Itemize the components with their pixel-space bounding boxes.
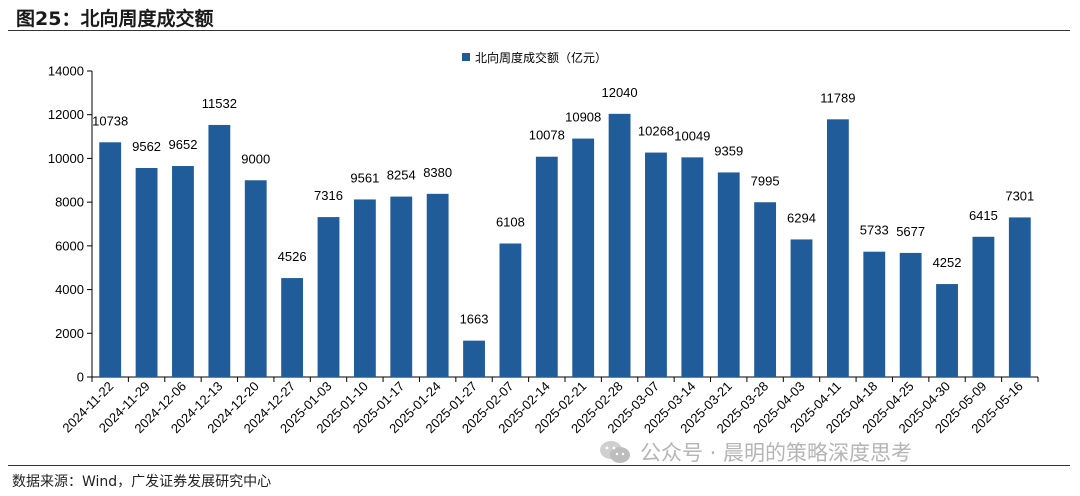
bar: [463, 340, 485, 377]
data-label: 11532: [202, 96, 237, 111]
top-rule: [8, 30, 1070, 31]
data-label: 8380: [423, 165, 452, 180]
y-axis: 0 2000 4000 6000 8000 10000 12000 14000: [48, 64, 93, 385]
data-label: 10738: [92, 113, 128, 128]
bar: [135, 168, 158, 377]
bar: [717, 172, 740, 377]
bar: [317, 217, 340, 377]
bottom-rule: [8, 465, 1070, 466]
data-label: 6415: [969, 208, 998, 223]
data-label: 11789: [820, 90, 855, 105]
bar: [972, 236, 995, 377]
data-label: 4252: [933, 255, 962, 270]
bar: [645, 152, 667, 377]
bar: [535, 156, 558, 377]
y-tick-label: 8000: [55, 195, 84, 210]
data-label: 7301: [1005, 188, 1034, 203]
legend-label: 北向周度成交额（亿元）: [475, 50, 607, 65]
bars: [99, 113, 1031, 378]
bar: [426, 193, 449, 377]
y-tick-label: 2000: [55, 326, 84, 341]
bar: [863, 251, 886, 377]
data-labels: 10738 9562 9652 11532 9000 4526 7316 9561 8254 83…: [92, 85, 1034, 327]
data-label: 9561: [350, 170, 379, 185]
y-tick-label: 6000: [55, 238, 84, 253]
y-tick-label: 12000: [48, 107, 84, 122]
bar: [499, 243, 522, 377]
data-label: 6108: [496, 214, 525, 229]
data-label: 10078: [529, 128, 565, 143]
y-tick-label: 0: [77, 370, 84, 385]
bar: [608, 113, 631, 377]
data-label: 4526: [278, 249, 307, 264]
bar: [353, 199, 376, 377]
data-label: 12040: [601, 85, 637, 100]
bar: [936, 284, 958, 377]
y-tick-label: 10000: [48, 151, 84, 166]
bar: [208, 124, 231, 378]
source-note: 数据来源：Wind，广发证券发展研究中心: [12, 474, 272, 490]
data-label: 5733: [860, 223, 889, 238]
y-tick-label: 4000: [55, 282, 84, 297]
legend-swatch: [462, 53, 470, 61]
y-tick-label: 14000: [48, 64, 84, 79]
figure-title: 图25：北向周度成交额: [16, 8, 214, 30]
bar-chart: 北向周度成交额（亿元） 0 2000 4000 6000 8000 10000 12000 1…: [48, 50, 1039, 436]
data-label: 6294: [787, 210, 816, 225]
data-label: 9000: [241, 151, 270, 166]
bar: [826, 119, 849, 377]
data-label: 9652: [169, 137, 198, 152]
bar: [1008, 217, 1031, 377]
bar: [281, 278, 304, 377]
data-label: 9359: [714, 143, 743, 158]
data-label: 1663: [460, 312, 489, 327]
data-label: 7995: [751, 173, 780, 188]
data-label: 9562: [132, 139, 161, 154]
data-label: 7316: [314, 188, 343, 203]
data-label: 10268: [638, 124, 674, 139]
data-label: 10049: [674, 128, 710, 143]
bar: [390, 196, 413, 377]
data-label: 10908: [565, 110, 601, 125]
bar: [681, 157, 704, 377]
bar: [572, 138, 595, 377]
data-label: 5677: [896, 224, 925, 239]
x-axis: 2024-11-222024-11-292024-12-062024-12-13…: [59, 376, 1039, 436]
bar: [99, 142, 122, 377]
data-label: 8254: [387, 168, 416, 183]
bar: [790, 239, 813, 377]
bar: [244, 180, 267, 377]
bar: [172, 166, 194, 377]
legend: 北向周度成交额（亿元）: [462, 50, 607, 65]
bar: [899, 252, 922, 377]
bar: [754, 202, 777, 377]
